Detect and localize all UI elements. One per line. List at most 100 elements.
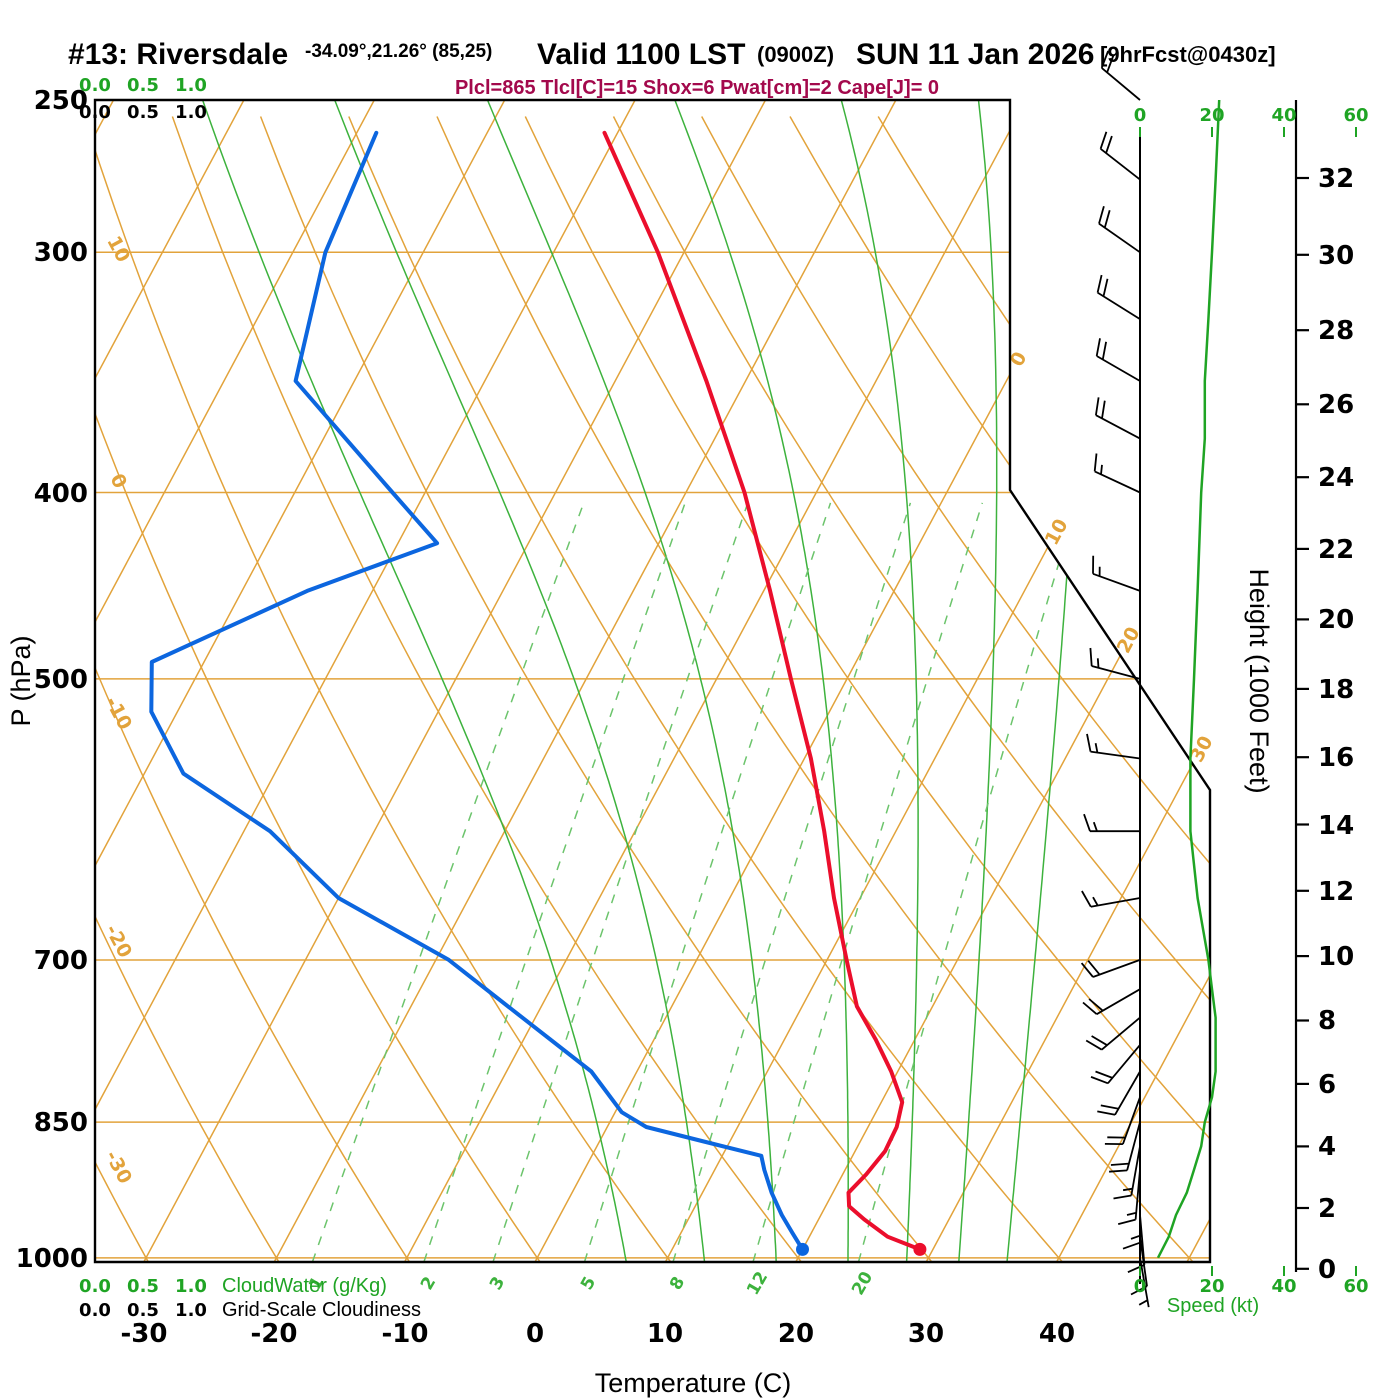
isotherm-lines xyxy=(95,100,1210,1262)
svg-text:0.5: 0.5 xyxy=(127,1276,159,1297)
wind-barb xyxy=(1080,959,1141,978)
wind-barb xyxy=(1098,206,1141,254)
plot-outline xyxy=(93,98,1212,1264)
valid-zulu: (0900Z) xyxy=(757,42,834,67)
svg-text:0.0: 0.0 xyxy=(79,102,111,123)
svg-text:500: 500 xyxy=(34,665,88,695)
grid-layer xyxy=(95,100,1210,1262)
temperature-trace xyxy=(602,130,922,1252)
svg-text:850: 850 xyxy=(34,1108,88,1138)
valid-date: SUN 11 Jan 2026 xyxy=(856,38,1095,71)
svg-text:0: 0 xyxy=(1134,1276,1147,1297)
wind-barb xyxy=(1095,338,1141,382)
wind-barb xyxy=(1104,1096,1141,1145)
wind-barb xyxy=(1109,1121,1141,1173)
svg-text:20: 20 xyxy=(848,1268,877,1299)
wind-barb xyxy=(1100,50,1141,101)
wind-layer xyxy=(1080,50,1221,1308)
mixing-ratio-labels: 1 2 3 5 8 12 20 xyxy=(305,1268,877,1299)
mixing-ratio-lines xyxy=(311,502,1078,1262)
svg-text:60: 60 xyxy=(1343,1276,1368,1297)
svg-text:250: 250 xyxy=(34,86,88,116)
stability-indices: Plcl=865 Tlcl[C]=15 Shox=6 Pwat[cm]=2 Ca… xyxy=(455,77,939,99)
svg-text:0: 0 xyxy=(105,470,131,492)
svg-text:20: 20 xyxy=(778,1319,814,1349)
svg-text:28: 28 xyxy=(1318,316,1354,346)
svg-text:12: 12 xyxy=(743,1268,772,1299)
wind-speed-trace xyxy=(1156,99,1221,1259)
svg-text:10: 10 xyxy=(1318,942,1354,972)
height-axis-label: Height (1000 Feet) xyxy=(1244,568,1274,793)
svg-text:0.5: 0.5 xyxy=(127,75,159,96)
svg-text:5: 5 xyxy=(577,1273,600,1293)
wind-barb xyxy=(1099,131,1141,181)
dry-adiabat-lines xyxy=(95,116,1210,1262)
wind-barb xyxy=(1097,1071,1141,1116)
svg-text:8: 8 xyxy=(666,1273,689,1293)
svg-text:0.5: 0.5 xyxy=(127,1300,159,1321)
svg-text:14: 14 xyxy=(1318,811,1354,841)
wind-barb xyxy=(1095,397,1141,440)
wind-barbs xyxy=(1080,50,1150,1308)
svg-text:30: 30 xyxy=(1318,241,1354,271)
svg-text:1000: 1000 xyxy=(16,1244,88,1274)
svg-text:1.0: 1.0 xyxy=(175,75,207,96)
svg-text:0: 0 xyxy=(1318,1255,1336,1285)
wind-barb xyxy=(1083,813,1140,833)
svg-text:-10: -10 xyxy=(382,1319,429,1349)
svg-text:-20: -20 xyxy=(251,1319,298,1349)
svg-text:12: 12 xyxy=(1318,877,1354,907)
svg-text:8: 8 xyxy=(1318,1006,1336,1036)
svg-text:26: 26 xyxy=(1318,390,1354,420)
pressure-axis-label: P (hPa) xyxy=(6,635,36,726)
cloudiness-label: Grid-Scale Cloudiness xyxy=(222,1299,421,1321)
isobar-lines xyxy=(95,251,1210,1259)
wind-barb xyxy=(1122,1192,1141,1250)
svg-text:1.0: 1.0 xyxy=(175,102,207,123)
wind-barb xyxy=(1117,1169,1141,1225)
moist-adiabat-lines xyxy=(201,100,1089,1262)
svg-text:18: 18 xyxy=(1318,675,1354,705)
svg-text:22: 22 xyxy=(1318,535,1354,565)
svg-text:6: 6 xyxy=(1318,1070,1336,1100)
svg-text:10: 10 xyxy=(102,232,134,266)
sounding-profiles-layer xyxy=(149,130,927,1256)
svg-text:700: 700 xyxy=(34,946,88,976)
temperature-axis-label: Temperature (C) xyxy=(595,1368,792,1398)
svg-text:0.5: 0.5 xyxy=(127,102,159,123)
svg-text:10: 10 xyxy=(647,1319,683,1349)
wind-barb xyxy=(1081,890,1141,908)
svg-text:-10: -10 xyxy=(101,693,137,734)
wind-barb xyxy=(1113,1146,1141,1200)
wind-barb xyxy=(1096,274,1141,320)
plot-border xyxy=(93,98,1212,1264)
svg-text:1.0: 1.0 xyxy=(175,1300,207,1321)
svg-text:0: 0 xyxy=(526,1319,544,1349)
wind-barb xyxy=(1090,1044,1141,1085)
svg-text:40: 40 xyxy=(1271,105,1296,126)
forecast-tag: [9hrFcst@0430z] xyxy=(1100,42,1276,67)
svg-text:0: 0 xyxy=(1134,105,1147,126)
cloud-scales: 0.0 0.0 0.5 0.5 1.0 1.0 0.0 0.0 0.5 0.5 1.0 1.0 xyxy=(79,75,207,1321)
svg-text:40: 40 xyxy=(1271,1276,1296,1297)
dewpoint-trace xyxy=(149,130,805,1252)
svg-text:0.0: 0.0 xyxy=(79,1276,111,1297)
wind-barb xyxy=(1092,555,1141,592)
svg-text:4: 4 xyxy=(1318,1132,1336,1162)
svg-text:0.0: 0.0 xyxy=(79,1300,111,1321)
wind-barb xyxy=(1093,453,1141,494)
svg-text:400: 400 xyxy=(34,479,88,509)
svg-text:1.0: 1.0 xyxy=(175,1276,207,1297)
svg-text:2: 2 xyxy=(417,1273,440,1293)
svg-text:3: 3 xyxy=(486,1273,509,1293)
speed-axis-label: Speed (kt) xyxy=(1167,1295,1259,1317)
surface-temperature-dot xyxy=(913,1242,927,1256)
svg-text:0.0: 0.0 xyxy=(79,75,111,96)
svg-text:32: 32 xyxy=(1318,164,1354,194)
wind-barb xyxy=(1089,647,1141,680)
cloudwater-label: CloudWater (g/Kg) xyxy=(222,1275,387,1297)
